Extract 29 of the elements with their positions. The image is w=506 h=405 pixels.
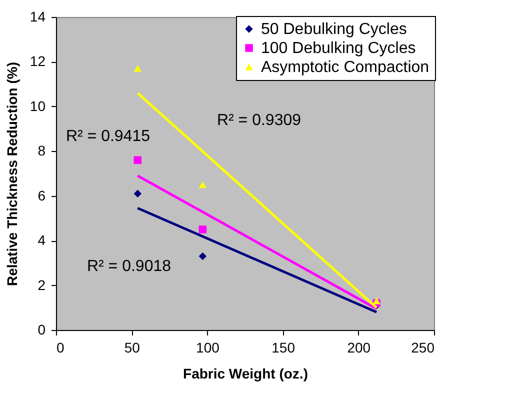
- y-tick-label: 14: [30, 8, 46, 24]
- annotation: R² = 0.9309: [216, 112, 302, 129]
- y-tick-label: 2: [38, 276, 46, 293]
- y-tick-label: 10: [30, 98, 46, 114]
- y-tick-label: 6: [38, 187, 46, 204]
- x-tick-label: 250: [411, 340, 435, 356]
- legend-label: Asymptotic Compaction: [261, 59, 430, 76]
- x-tick-label: 100: [196, 340, 220, 356]
- x-tick-label: 50: [124, 340, 140, 356]
- point: [372, 298, 380, 304]
- x-axis-title: Fabric Weight (oz.): [183, 366, 308, 382]
- y-tick-label: 4: [38, 232, 46, 248]
- x-tick-label: 200: [347, 340, 371, 356]
- annotation: R² = 0.9018: [86, 258, 172, 275]
- point: [134, 156, 142, 164]
- point: [198, 181, 207, 188]
- legend-label: 100 Debulking Cycles: [261, 40, 416, 57]
- y-tick-label: 0: [38, 322, 46, 338]
- x-tick-label: 150: [272, 340, 296, 356]
- x-tick-label: 0: [56, 340, 64, 356]
- annotation: R² = 0.9415: [66, 128, 150, 145]
- y-tick-label: 12: [30, 53, 46, 70]
- point: [198, 252, 207, 260]
- legend-label: 50 Debulking Cycles: [261, 21, 407, 38]
- point: [134, 65, 142, 72]
- point: [198, 226, 207, 234]
- y-tick-label: 8: [38, 142, 46, 159]
- y-axis-title: Relative Thickness Reduction (%): [4, 62, 20, 286]
- point: [134, 190, 142, 198]
